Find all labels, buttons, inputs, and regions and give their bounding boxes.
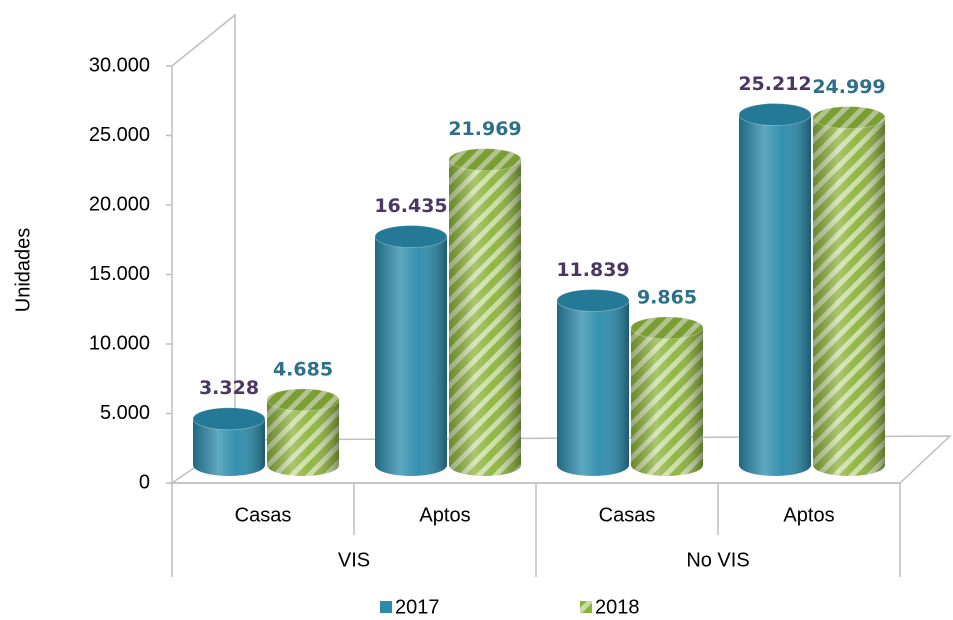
cylinder-bar — [192, 407, 266, 476]
cylinder-shade — [557, 300, 629, 476]
cylinder-shade — [739, 114, 811, 477]
cylinder-bar — [812, 106, 886, 476]
y-tick-label: 0 — [139, 471, 150, 493]
back-wall — [171, 13, 236, 440]
y-tick-label: 30.000 — [89, 54, 150, 76]
cylinder-top-shade — [193, 407, 265, 430]
cylinder-top-pattern — [631, 316, 703, 339]
y-tick-label: 15.000 — [89, 263, 150, 285]
cylinder-top — [192, 407, 266, 431]
cylinder-top-shade — [267, 388, 339, 411]
legend-label: 2017 — [395, 596, 440, 618]
group-label: VIS — [338, 549, 370, 571]
value-label: 21.969 — [448, 118, 521, 140]
cylinder-top — [738, 103, 812, 127]
cylinder-shade — [375, 236, 447, 476]
value-label: 24.999 — [812, 76, 885, 98]
legend-swatch — [380, 601, 392, 613]
cylinder-shade — [193, 418, 265, 476]
cylinder-top — [556, 288, 630, 312]
cylinder-top-shade — [375, 225, 447, 248]
value-label: 3.328 — [199, 377, 259, 399]
cylinder-top-shade — [449, 148, 521, 171]
legend-swatch-pattern — [580, 601, 592, 613]
y-tick-label: 10.000 — [89, 332, 150, 354]
cylinder-bar — [630, 316, 704, 476]
cylinder-top — [374, 225, 448, 249]
cylinder-shade — [631, 327, 703, 476]
value-label: 4.685 — [273, 358, 333, 380]
cylinder-bar — [556, 288, 630, 476]
cylinder-shade — [267, 399, 339, 476]
y-tick-label: 25.000 — [89, 124, 150, 146]
cylinder-top-shade — [739, 103, 811, 126]
cylinder-bar — [738, 103, 812, 477]
cylinder-shade — [813, 117, 885, 476]
cylinder-bar — [266, 388, 340, 476]
cylinder-shade — [449, 159, 521, 476]
value-label: 25.212 — [738, 73, 811, 95]
value-label: 16.435 — [374, 195, 447, 217]
cylinder-bar — [374, 225, 448, 476]
legend-label: 2018 — [595, 596, 640, 618]
x-tick-label: Aptos — [419, 504, 470, 526]
cylinder-top-pattern — [813, 106, 885, 129]
x-tick-label: Casas — [235, 504, 292, 526]
legend-item: 2018 — [580, 596, 640, 618]
y-tick-label: 5.000 — [100, 402, 150, 424]
y-axis-title: Unidades — [12, 228, 34, 313]
value-label: 11.839 — [556, 259, 629, 281]
cylinder-top-shade — [813, 106, 885, 129]
x-tick-label: Aptos — [783, 504, 834, 526]
cylinder-top-shade — [557, 289, 629, 312]
group-label: No VIS — [686, 549, 749, 571]
value-label: 9.865 — [637, 286, 697, 308]
x-tick-label: Casas — [599, 504, 656, 526]
cylinder-bar — [448, 148, 522, 476]
cylinder-top-pattern — [267, 388, 339, 411]
cylinder-top-shade — [631, 316, 703, 339]
y-tick-label: 20.000 — [89, 193, 150, 215]
cylinder-top-pattern — [449, 148, 521, 171]
legend-item: 2017 — [380, 596, 440, 618]
